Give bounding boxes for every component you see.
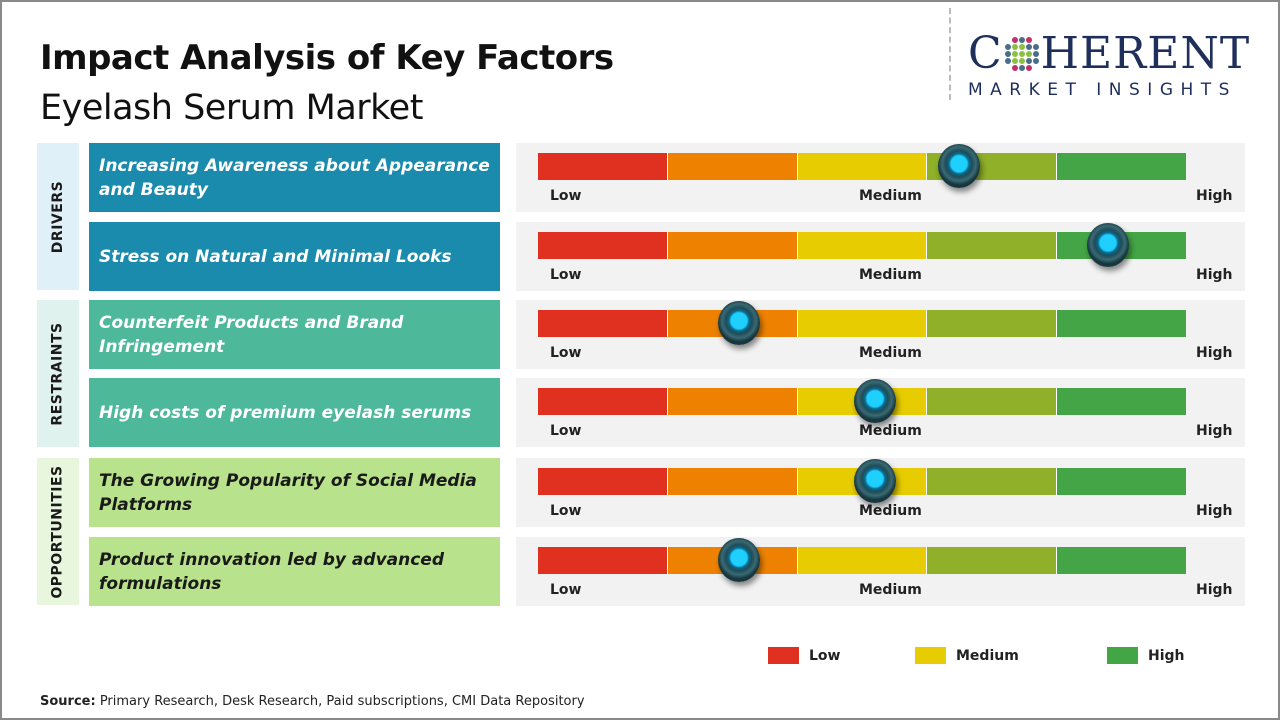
scale-label-low: Low (550, 345, 582, 361)
factor-box: Product innovation led by advanced formu… (89, 537, 500, 606)
legend-medium: Medium (915, 647, 1019, 664)
legend-swatch-high (1107, 647, 1138, 664)
scale-label-high: High (1196, 345, 1233, 361)
impact-marker-knob (853, 379, 896, 423)
impact-scale-bar (538, 310, 1186, 337)
scale-segment (1057, 388, 1186, 415)
source-text: Primary Research, Desk Research, Paid su… (95, 694, 585, 709)
scale-segment (538, 547, 668, 574)
scale-label-low: Low (550, 267, 582, 283)
legend-label: High (1148, 647, 1185, 664)
scale-label-medium: Medium (859, 423, 922, 439)
scale-label-high: High (1196, 503, 1233, 519)
scale-label-low: Low (550, 188, 582, 204)
legend-label: Low (809, 647, 841, 664)
scale-label-medium: Medium (859, 267, 922, 283)
scale-segment (927, 388, 1058, 415)
scale-label-medium: Medium (859, 345, 922, 361)
scale-segment (797, 232, 928, 259)
impact-marker-knob (938, 144, 981, 188)
scale-segment (538, 468, 668, 495)
impact-scale-bar (538, 388, 1186, 415)
impact-gauge: Low Medium High (516, 458, 1245, 527)
factor-box: High costs of premium eyelash serums (89, 378, 500, 447)
scale-segment (1057, 310, 1186, 337)
scale-segment (538, 232, 668, 259)
scale-segment (927, 468, 1058, 495)
category-drivers: DRIVERS (37, 143, 79, 290)
legend-swatch-medium (915, 647, 946, 664)
impact-gauge: Low Medium High (516, 143, 1245, 212)
factor-box: The Growing Popularity of Social Media P… (89, 458, 500, 527)
scale-segment (1057, 153, 1186, 180)
scale-label-low: Low (550, 582, 582, 598)
scale-label-medium: Medium (859, 582, 922, 598)
scale-segment (1057, 468, 1186, 495)
scale-label-high: High (1196, 423, 1233, 439)
scale-label-low: Low (550, 423, 582, 439)
scale-segment (797, 153, 928, 180)
page-title: Impact Analysis of Key Factors (40, 38, 614, 78)
logo: C HERENT MARKET INSIGHTS (968, 28, 1263, 101)
impact-marker-knob (717, 538, 760, 582)
impact-gauge: Low Medium High (516, 378, 1245, 447)
impact-gauge: Low Medium High (516, 222, 1245, 291)
scale-segment (927, 547, 1058, 574)
source-label: Source: (40, 694, 96, 709)
logo-text-right: HERENT (1040, 28, 1251, 79)
factor-box: Increasing Awareness about Appearance an… (89, 143, 500, 212)
logo-subtext: MARKET INSIGHTS (968, 80, 1237, 100)
logo-text-left: C (968, 28, 1003, 79)
legend-low: Low (768, 647, 840, 664)
scale-segment (797, 547, 928, 574)
impact-scale-bar (538, 547, 1186, 574)
legend-high: High (1107, 647, 1185, 664)
scale-segment (927, 310, 1058, 337)
legend-swatch-low (768, 647, 799, 664)
factor-box: Counterfeit Products and Brand Infringem… (89, 300, 500, 369)
scale-segment (538, 310, 668, 337)
category-label: OPPORTUNITIES (50, 464, 67, 599)
factor-box: Stress on Natural and Minimal Looks (89, 222, 500, 291)
scale-label-medium: Medium (859, 188, 922, 204)
page-subtitle: Eyelash Serum Market (40, 88, 423, 128)
scale-label-high: High (1196, 582, 1233, 598)
impact-marker-knob (853, 459, 896, 503)
category-label: DRIVERS (50, 180, 66, 253)
scale-label-medium: Medium (859, 503, 922, 519)
scale-segment (1057, 547, 1186, 574)
scale-segment (538, 153, 668, 180)
impact-scale-bar (538, 468, 1186, 495)
impact-marker-knob (1087, 223, 1130, 267)
impact-scale-bar (538, 153, 1186, 180)
category-opportunities: OPPORTUNITIES (37, 458, 79, 605)
globe-icon (1004, 37, 1039, 71)
scale-segment (667, 468, 798, 495)
scale-segment (667, 153, 798, 180)
category-label: RESTRAINTS (50, 321, 66, 426)
divider (949, 8, 951, 100)
impact-marker-knob (717, 301, 760, 345)
scale-label-high: High (1196, 188, 1233, 204)
scale-label-high: High (1196, 267, 1233, 283)
scale-segment (667, 388, 798, 415)
scale-segment (927, 232, 1058, 259)
impact-gauge: Low Medium High (516, 537, 1245, 606)
impact-gauge: Low Medium High (516, 300, 1245, 369)
category-restraints: RESTRAINTS (37, 300, 79, 447)
source-note: Source: Primary Research, Desk Research,… (40, 694, 585, 709)
scale-label-low: Low (550, 503, 582, 519)
scale-segment (667, 232, 798, 259)
scale-segment (538, 388, 668, 415)
impact-scale-bar (538, 232, 1186, 259)
scale-segment (797, 310, 928, 337)
legend-label: Medium (956, 647, 1019, 664)
